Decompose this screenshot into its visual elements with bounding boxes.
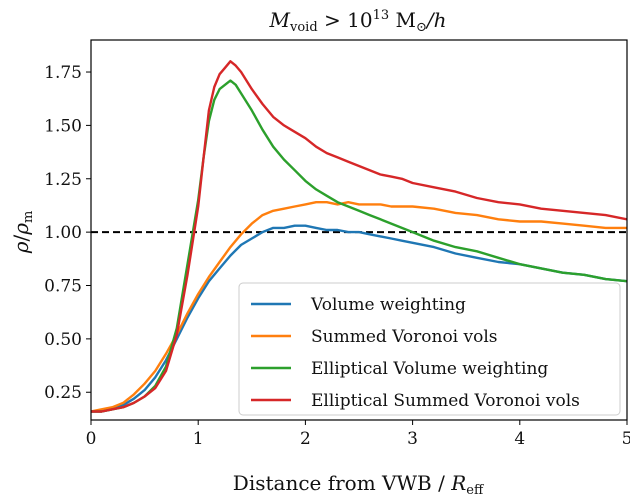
legend-label: Volume weighting (310, 295, 466, 315)
legend-label: Elliptical Volume weighting (311, 359, 548, 379)
legend-box (238, 282, 621, 416)
y-tick-label: 0.50 (44, 330, 82, 350)
title-tail: /h (425, 8, 447, 32)
legend: Volume weighting Summed Voronoi vols Ellip… (238, 282, 621, 416)
x-tick-label: 4 (514, 429, 525, 449)
x-tick-label: 2 (300, 429, 311, 449)
plot-area: 0 1 2 3 4 5 0.25 0.50 0.75 1.00 1.25 1.50 1.75 (44, 39, 630, 449)
x-axis-label-subscript: eff (466, 483, 485, 498)
y-tick-label: 1.00 (44, 223, 82, 243)
y-axis-label-slash: / (9, 235, 33, 242)
x-tick-label: 3 (407, 429, 418, 449)
y-axis-label: ρ/ρm (9, 211, 36, 255)
series-line-3 (91, 79, 627, 413)
y-axis-label-rho: ρ (9, 241, 33, 254)
y-tick-label: 1.25 (44, 170, 82, 190)
title-symbol: M (269, 8, 291, 32)
legend-label: Summed Voronoi vols (311, 327, 498, 347)
series-line-4 (91, 60, 627, 413)
x-tick-label: 0 (86, 429, 97, 449)
title-unit: M (389, 8, 416, 32)
y-tick-label: 0.25 (44, 383, 82, 403)
title-subscript: void (289, 20, 318, 35)
title-relation: > 10 (318, 8, 373, 32)
legend-label: Elliptical Summed Voronoi vols (311, 391, 580, 411)
title-sun-symbol: ⊙ (416, 20, 427, 35)
chart-title: Mvoid > 1013 M⊙/h (269, 8, 447, 35)
y-tick-label: 1.75 (44, 63, 82, 83)
y-tick-label: 0.75 (44, 277, 82, 297)
plot-frame (90, 39, 628, 421)
title-exponent: 13 (373, 8, 390, 23)
x-axis-label-symbol: R (450, 471, 466, 495)
series-line-2 (91, 201, 627, 413)
x-tick-label: 1 (193, 429, 204, 449)
x-axis-label-text: Distance from VWB / (233, 471, 451, 495)
y-axis-label-rho-m: ρ (9, 223, 33, 236)
x-tick-label: 5 (622, 429, 630, 449)
y-tick-label: 1.50 (44, 116, 82, 136)
series-line-1 (91, 224, 627, 413)
y-axis-label-subscript: m (21, 211, 36, 223)
x-axis-label: Distance from VWB / Reff (233, 471, 485, 498)
